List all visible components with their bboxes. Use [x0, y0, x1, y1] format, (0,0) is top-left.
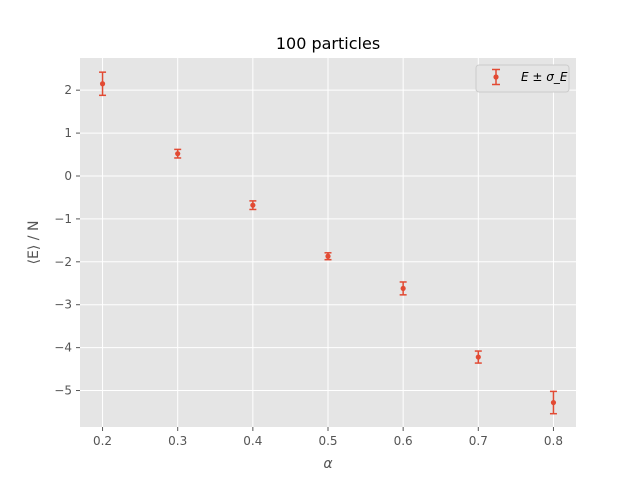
- data-point: [250, 202, 256, 208]
- x-tick-label: 0.4: [243, 434, 262, 448]
- y-axis-label: ⟨E⟩ / N: [26, 221, 42, 265]
- x-tick-label: 0.6: [394, 434, 413, 448]
- data-points: [99, 81, 557, 406]
- legend: E ± σ_E: [475, 64, 570, 93]
- y-tick-label: 0: [64, 169, 72, 183]
- y-axis-ticks: 2 1 0 −1 −2 −3 −4 −5: [54, 83, 80, 398]
- y-tick-label: 1: [64, 126, 72, 140]
- y-tick-label: −2: [54, 255, 72, 269]
- y-tick-label: −1: [54, 212, 72, 226]
- data-point: [99, 81, 106, 87]
- y-tick-label: 2: [64, 83, 72, 97]
- x-tick-label: 0.3: [168, 434, 187, 448]
- x-axis-ticks: 0.2 0.3 0.4 0.5 0.6 0.7 0.8: [93, 427, 563, 448]
- data-point: [325, 253, 331, 259]
- data-point: [400, 285, 406, 292]
- x-tick-label: 0.5: [318, 434, 337, 448]
- data-point: [175, 151, 181, 157]
- chart-title: 100 particles: [276, 34, 380, 53]
- x-tick-label: 0.7: [469, 434, 488, 448]
- legend-entry-label: E ± σ_E: [521, 70, 568, 84]
- x-tick-label: 0.8: [544, 434, 563, 448]
- plot-area: 0.2 0.3 0.4 0.5 0.6 0.7 0.8 2 1 0 −1 −2 −3 −4 −5: [54, 58, 576, 448]
- data-point: [475, 354, 481, 360]
- y-tick-label: −5: [54, 384, 72, 398]
- x-tick-label: 0.2: [93, 434, 112, 448]
- y-tick-label: −4: [54, 341, 72, 355]
- x-axis-label: α: [323, 456, 333, 472]
- grid: [80, 58, 576, 427]
- data-point: [550, 399, 557, 406]
- legend-marker: [493, 74, 499, 80]
- y-tick-label: −3: [54, 298, 72, 312]
